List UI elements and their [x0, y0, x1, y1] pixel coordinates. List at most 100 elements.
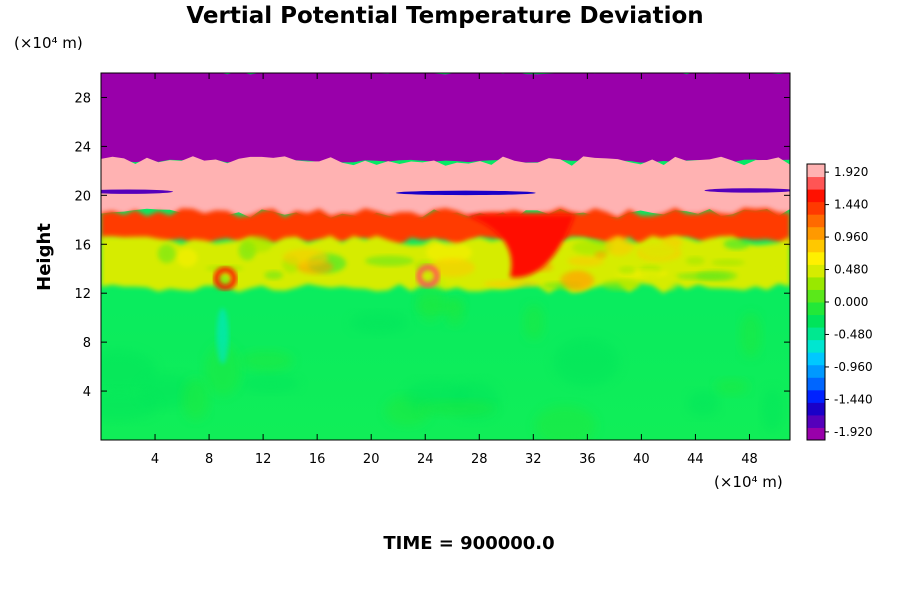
- y-tick-label: 16: [74, 238, 91, 253]
- x-tick-label: 40: [633, 452, 650, 467]
- lower-field-blob: [739, 312, 762, 358]
- colorbar-segment: [807, 289, 825, 303]
- turbulence-blob: [661, 275, 679, 291]
- lower-field-blob: [419, 400, 496, 417]
- turbulence-blob: [242, 235, 273, 253]
- colorbar-segment: [807, 264, 825, 278]
- colorbar-label: -1.920: [834, 425, 873, 439]
- colorbar-segment: [807, 214, 825, 228]
- colorbar-segment: [807, 164, 825, 178]
- colorbar-segment: [807, 427, 825, 441]
- turbulence-blob: [560, 270, 595, 290]
- time-label: TIME = 900000.0: [383, 533, 554, 554]
- turbulence-blob: [685, 256, 705, 265]
- turbulence-blob: [604, 235, 634, 256]
- lower-field-blob: [242, 374, 300, 393]
- turbulence-blob: [567, 255, 605, 267]
- colorbar-segment: [807, 377, 825, 391]
- turbulence-blob: [675, 272, 731, 280]
- colorbar-segment: [807, 364, 825, 378]
- colorbar-segment: [807, 302, 825, 316]
- turbulence-blob: [426, 241, 472, 264]
- colorbar-segment: [807, 327, 825, 341]
- y-tick-label: 20: [74, 189, 91, 204]
- turbulence-blob: [594, 251, 607, 259]
- colorbar: 1.920 1.440 0.960 0.480 0.000 -0.480 -0.960 -1.…: [806, 163, 873, 441]
- colorbar-segment: [807, 389, 825, 403]
- x-tick-label: 44: [687, 452, 704, 467]
- feature-central-red-plume: [464, 214, 575, 278]
- feature-blue-streak-48: [704, 188, 790, 193]
- turbulence-blob: [264, 270, 283, 280]
- colorbar-label: -1.440: [834, 392, 873, 406]
- colorbar-segment: [807, 239, 825, 253]
- colorbar-segment: [807, 251, 825, 265]
- turbulence-blob: [282, 248, 329, 267]
- colorbar-label: 1.440: [834, 198, 868, 212]
- turbulence-blob: [157, 244, 176, 264]
- lower-field-blob: [687, 391, 719, 417]
- turbulence-blob: [483, 280, 539, 288]
- lower-field-blob: [101, 349, 157, 392]
- lower-field-blob: [240, 350, 294, 372]
- feature-cyan-streak-lower: [216, 308, 229, 365]
- lower-field-blob: [204, 344, 241, 396]
- feature-blue-streak-20: [101, 189, 174, 194]
- y-axis-unit: (×10⁴ m): [14, 34, 83, 52]
- colorbar-segment: [807, 414, 825, 428]
- colorbar-segment: [807, 402, 825, 416]
- colorbar-segment: [807, 352, 825, 366]
- x-tick-label: 20: [363, 452, 380, 467]
- turbulence-blob: [429, 258, 476, 278]
- lower-field-blob: [534, 405, 596, 440]
- colorbar-label: 1.920: [834, 165, 868, 179]
- colorbar-segment: [807, 189, 825, 203]
- turbulence-blob: [640, 242, 676, 259]
- y-tick-label: 4: [83, 385, 91, 400]
- x-axis: 4 8 12 16 20 24 28 32 36 40 44 48: [151, 73, 758, 467]
- x-tick-label: 4: [151, 452, 159, 467]
- lower-field-blob: [101, 390, 159, 421]
- lower-field-blob: [350, 311, 408, 335]
- turbulence-blob: [176, 248, 198, 268]
- x-tick-label: 32: [525, 452, 542, 467]
- x-tick-label: 28: [471, 452, 488, 467]
- lower-field-blob: [762, 388, 783, 432]
- y-tick-label: 8: [83, 336, 91, 351]
- colorbar-label: -0.480: [834, 327, 873, 341]
- x-tick-label: 24: [417, 452, 434, 467]
- x-tick-label: 12: [255, 452, 272, 467]
- turbulence-blob: [602, 279, 640, 291]
- lower-field-blob: [523, 303, 545, 341]
- x-tick-label: 48: [741, 452, 758, 467]
- colorbar-label: 0.960: [834, 230, 868, 244]
- turbulence-blob: [738, 263, 779, 273]
- y-tick-label: 28: [74, 91, 91, 106]
- feature-red-curl-9: [213, 267, 237, 291]
- y-tick-label: 12: [74, 287, 91, 302]
- y-tick-label: 24: [74, 140, 91, 155]
- y-axis: 4 8 12 16 20 24 28: [74, 91, 790, 400]
- colorbar-label: -0.960: [834, 360, 873, 374]
- turbulence-blob: [723, 238, 750, 250]
- turbulence-blob: [618, 266, 636, 275]
- colorbar-label: 0.000: [834, 295, 868, 309]
- colorbar-segment: [807, 201, 825, 215]
- feature-red-curl-24: [416, 264, 440, 288]
- x-tick-label: 8: [205, 452, 213, 467]
- colorbar-segment: [807, 314, 825, 328]
- lower-field-blob: [553, 337, 620, 387]
- colorbar-segment: [807, 226, 825, 240]
- feature-blue-streak-27: [395, 190, 536, 196]
- y-axis-label: Height: [34, 223, 55, 291]
- lower-field-blob: [182, 378, 210, 420]
- layer-pink-band: [101, 156, 790, 219]
- colorbar-label: 0.480: [834, 263, 868, 277]
- plot-frame: [100, 72, 791, 441]
- chart-title: Vertial Potential Temperature Deviation: [186, 3, 703, 29]
- layer-upper-purple: [101, 73, 790, 163]
- turbulence-blob: [711, 258, 745, 266]
- plot-area: [101, 73, 790, 440]
- colorbar-segment: [807, 176, 825, 190]
